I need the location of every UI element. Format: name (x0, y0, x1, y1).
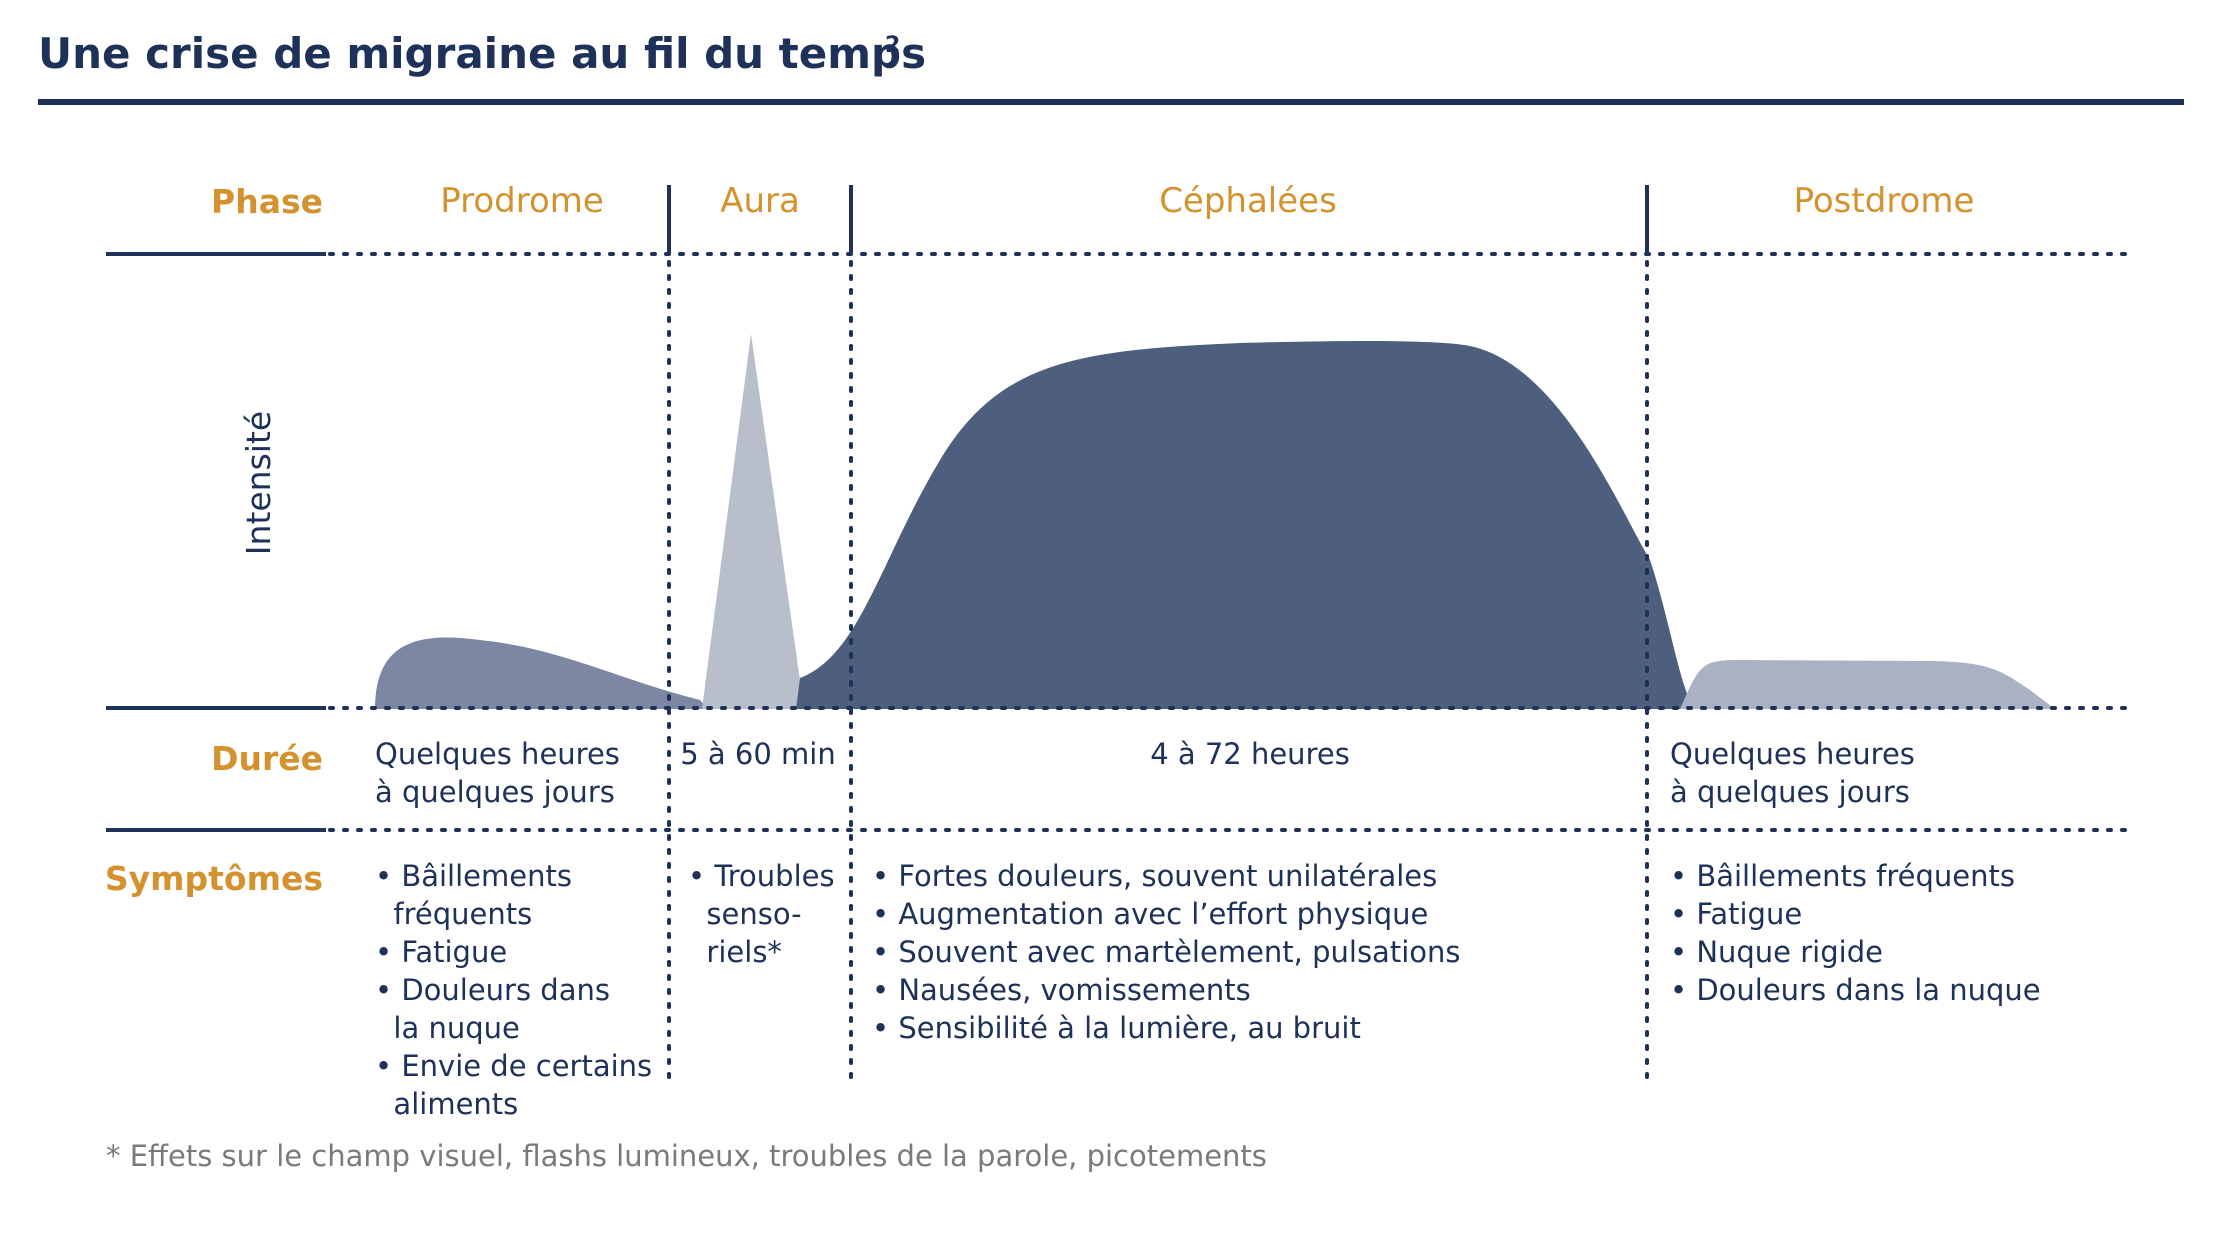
symptom-aura-2: senso- (688, 897, 802, 931)
duration-aura: 5 à 60 min (680, 737, 835, 771)
duration-prodrome-line2: à quelques jours (375, 775, 615, 809)
intensity-baseline-rule (106, 706, 326, 710)
symptom-cephalees-2: • Augmentation avec l’effort physique (872, 897, 1428, 931)
symptom-prodrome-4: • Douleurs dans (375, 973, 610, 1007)
postdrome-intensity-area (1680, 660, 2055, 709)
symptom-aura-3: riels* (688, 935, 782, 969)
symptom-cephalees-4: • Nausées, vomissements (872, 973, 1251, 1007)
footnote: * Effets sur le champ visuel, flashs lum… (106, 1139, 1267, 1173)
phase-separator-2 (849, 185, 853, 253)
title-underline (38, 99, 2184, 105)
symptom-cephalees-3: • Souvent avec martèlement, pulsations (872, 935, 1460, 969)
row-label-duree: Durée (211, 739, 323, 778)
aura-intensity-peak (702, 334, 804, 709)
row-label-phase: Phase (211, 182, 323, 221)
symptom-prodrome-2: fréquents (375, 897, 532, 931)
symptom-cephalees-1: • Fortes douleurs, souvent unilatérales (872, 859, 1437, 893)
y-axis-label: Intensité (239, 411, 278, 555)
phase-row-rule (106, 252, 326, 256)
phase-name-postdrome: Postdrome (1794, 181, 1975, 221)
page-title: Une crise de migraine au fil du temps (38, 29, 926, 78)
symptom-prodrome-3: • Fatigue (375, 935, 507, 969)
duration-postdrome-line1: Quelques heures (1670, 737, 1915, 771)
symptom-postdrome-4: • Douleurs dans la nuque (1670, 973, 2041, 1007)
symptom-prodrome-7: aliments (375, 1087, 518, 1121)
duree-row-rule (106, 828, 326, 832)
symptom-postdrome-1: • Bâillements fréquents (1670, 859, 2015, 893)
title-superscript: 2 (885, 33, 900, 58)
symptom-prodrome-5: la nuque (375, 1011, 520, 1045)
phase-name-prodrome: Prodrome (440, 181, 604, 221)
symptom-postdrome-3: • Nuque rigide (1670, 935, 1883, 969)
symptom-postdrome-2: • Fatigue (1670, 897, 1802, 931)
symptom-aura-1: • Troubles (688, 859, 835, 893)
phase-name-aura: Aura (720, 181, 800, 221)
duration-cephalees: 4 à 72 heures (1150, 737, 1350, 771)
phase-separator-3 (1645, 185, 1649, 253)
phase-name-cephalees: Céphalées (1159, 181, 1337, 221)
cephalees-intensity-area (796, 341, 1695, 709)
row-label-symptomes: Symptômes (105, 859, 323, 898)
symptom-cephalees-5: • Sensibilité à la lumière, au bruit (872, 1011, 1361, 1045)
symptom-prodrome-6: • Envie de certains (375, 1049, 652, 1083)
duration-postdrome-line2: à quelques jours (1670, 775, 1910, 809)
symptom-prodrome-1: • Bâillements (375, 859, 572, 893)
prodrome-intensity-area (375, 637, 708, 709)
duration-prodrome-line1: Quelques heures (375, 737, 620, 771)
phase-separator-1 (667, 185, 671, 253)
